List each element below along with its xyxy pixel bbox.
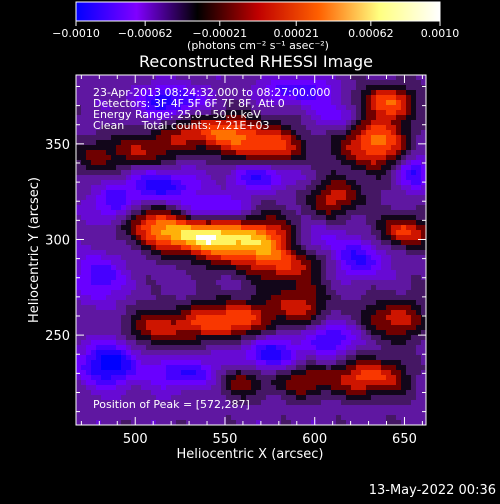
x-tick-label: 500 — [123, 432, 148, 447]
image-annotations: 23-Apr-2013 08:24:32.000 to 08:27:00.000… — [93, 86, 330, 411]
x-tick-label: 550 — [213, 432, 238, 447]
y-tick-label: 250 — [45, 329, 70, 344]
colorbar-gradient — [75, 1, 441, 22]
colorbar-tick-label: −0.00062 — [118, 27, 173, 40]
colorbar-unit-label: (photons cm⁻² s⁻¹ asec⁻²) — [187, 39, 329, 52]
y-axis-ticks: 250 300 350 — [45, 85, 426, 413]
x-tick-label: 650 — [392, 432, 417, 447]
y-tick-label: 350 — [45, 138, 70, 153]
heatmap-image — [76, 75, 426, 425]
annotation-clean-counts: Clean Total counts: 7.21E+03 — [93, 119, 270, 132]
x-axis-label: Heliocentric X (arcsec) — [177, 447, 324, 462]
heatmap-raster — [76, 75, 426, 425]
annotation-energy-range: Energy Range: 25.0 - 50.0 keV — [93, 108, 261, 121]
chart-title: Reconstructed RHESSI Image — [139, 52, 373, 71]
plot-frame — [75, 74, 427, 426]
footer-timestamp: 13-May-2022 00:36 — [369, 483, 496, 498]
colorbar-tick-label: −0.00021 — [192, 27, 247, 40]
colorbar: −0.0010 −0.00062 −0.00021 0.00021 0.00062 0.0… — [52, 1, 459, 52]
colorbar-tick-label: 0.0010 — [421, 27, 460, 40]
y-tick-label: 300 — [45, 233, 70, 248]
colorbar-tick-label: 0.00062 — [348, 27, 394, 40]
x-tick-label: 600 — [302, 432, 327, 447]
annotation-detectors: Detectors: 3F 4F 5F 6F 7F 8F, Att 0 — [93, 97, 285, 110]
y-axis-label: Heliocentric Y (arcsec) — [27, 177, 42, 323]
x-axis-ticks: 500 550 600 650 — [80, 75, 423, 447]
colorbar-tick-label: 0.00021 — [273, 27, 319, 40]
annotation-peak-position: Position of Peak = [572,287] — [93, 398, 250, 411]
colorbar-tick-label: −0.0010 — [52, 27, 100, 40]
colorbar-ticks: −0.0010 −0.00062 −0.00021 0.00021 0.00062 0.0… — [52, 21, 459, 40]
annotation-time-range: 23-Apr-2013 08:24:32.000 to 08:27:00.000 — [93, 86, 330, 99]
